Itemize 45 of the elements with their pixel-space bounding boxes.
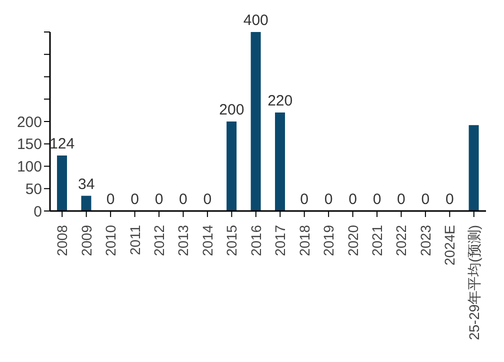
- data-label: 200: [219, 102, 244, 118]
- data-label: 0: [130, 191, 139, 208]
- x-tick-label: 2015: [224, 224, 240, 256]
- data-label: 0: [445, 191, 454, 208]
- x-tick-label: 2021: [369, 224, 385, 256]
- data-label: 0: [203, 191, 212, 208]
- data-label: 0: [372, 191, 382, 208]
- y-tick-label: 100: [16, 158, 42, 176]
- x-tick-label: 2014: [199, 224, 216, 256]
- x-tick-label: 25-29年平均(预测): [466, 225, 482, 340]
- data-label: 0: [179, 191, 188, 208]
- x-tick-label: 2022: [393, 224, 410, 256]
- bar: [250, 32, 261, 211]
- y-tick-label: 0: [34, 203, 42, 220]
- x-tick-label: 2009: [78, 224, 94, 256]
- x-tick-label: 2023: [417, 224, 434, 256]
- data-label: 0: [106, 191, 115, 208]
- bar: [468, 125, 479, 211]
- y-tick-label: 200: [16, 114, 42, 131]
- data-label: 0: [324, 191, 333, 208]
- data-label: 0: [300, 191, 309, 208]
- data-label: 34: [78, 176, 95, 193]
- x-tick-label: 2019: [320, 224, 337, 256]
- x-tick-label: 2017: [272, 224, 288, 256]
- x-tick-label: 2018: [296, 224, 312, 256]
- x-tick-label: 2020: [344, 224, 361, 256]
- x-tick-label: 2012: [151, 224, 167, 256]
- x-tick-label: 2010: [102, 224, 119, 256]
- x-tick-label: 2011: [126, 224, 143, 256]
- bar: [275, 112, 285, 211]
- data-label: 400: [243, 12, 268, 29]
- bar: [226, 122, 237, 211]
- data-label: 0: [397, 191, 406, 208]
- bar: [57, 156, 67, 211]
- y-tick-label: 150: [16, 136, 42, 154]
- x-tick-label: 2024E: [442, 225, 458, 266]
- data-label: 0: [154, 191, 164, 208]
- y-tick-label: 50: [25, 180, 42, 198]
- x-tick-label: 2016: [248, 224, 264, 256]
- x-tick-label: 2008: [54, 224, 70, 256]
- data-label: 0: [421, 191, 430, 208]
- x-tick-label: 2013: [175, 224, 192, 256]
- data-label: 0: [348, 191, 357, 208]
- data-label: 220: [268, 92, 293, 110]
- bar: [81, 196, 92, 211]
